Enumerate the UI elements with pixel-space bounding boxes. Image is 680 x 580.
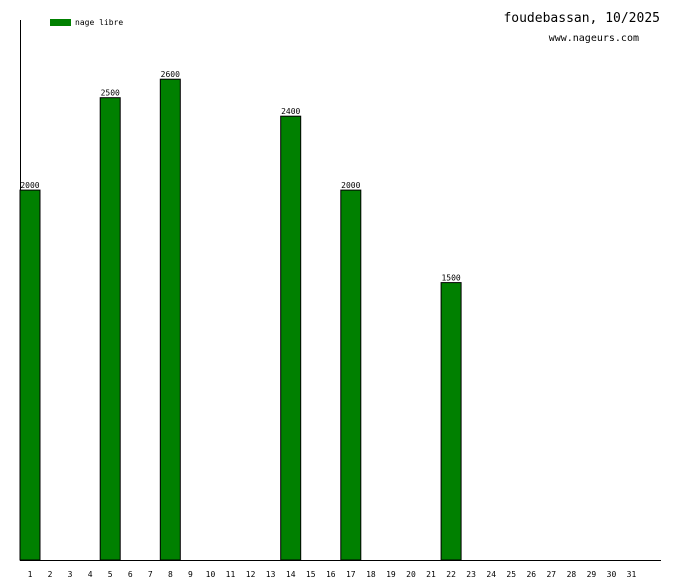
x-tick-label: 12 bbox=[246, 570, 256, 579]
x-tick-labels-group: 1 2 3 4 5 6 7 8 9 10 11 12 13 14 15 16 17 18 19 20 21 22 23 24 2… bbox=[28, 570, 637, 579]
x-tick-label: 31 bbox=[627, 570, 637, 579]
bar bbox=[340, 189, 362, 561]
bar-value-label: 2500 bbox=[101, 89, 120, 98]
x-tick-label: 24 bbox=[486, 570, 496, 579]
x-tick-label: 1 bbox=[28, 570, 33, 579]
bar-value-label: 2000 bbox=[341, 181, 360, 190]
x-tick-label: 25 bbox=[506, 570, 516, 579]
x-tick-label: 18 bbox=[366, 570, 376, 579]
chart-title: foudebassan, 10/2025 bbox=[503, 11, 660, 26]
legend-swatch bbox=[50, 19, 71, 26]
bar-value-label: 2400 bbox=[281, 107, 300, 116]
bar bbox=[440, 282, 462, 561]
x-tick-label: 5 bbox=[108, 570, 113, 579]
x-tick-label: 10 bbox=[206, 570, 216, 579]
bar bbox=[280, 115, 302, 561]
bar-labels-group: 2000 2500 2600 2400 2000 1500 bbox=[20, 70, 461, 282]
x-tick-label: 19 bbox=[386, 570, 396, 579]
x-tick-label: 21 bbox=[426, 570, 436, 579]
x-tick-label: 30 bbox=[607, 570, 617, 579]
x-tick-label: 7 bbox=[148, 570, 153, 579]
x-tick-label: 22 bbox=[446, 570, 456, 579]
x-tick-label: 16 bbox=[326, 570, 336, 579]
x-tick-label: 8 bbox=[168, 570, 173, 579]
chart-subtitle: www.nageurs.com bbox=[549, 33, 639, 44]
x-tick-label: 28 bbox=[567, 570, 577, 579]
x-tick-label: 27 bbox=[546, 570, 556, 579]
bars-group bbox=[19, 78, 462, 561]
legend-label: nage libre bbox=[75, 18, 123, 27]
bar bbox=[19, 189, 41, 561]
x-tick-label: 3 bbox=[68, 570, 73, 579]
bar bbox=[159, 78, 181, 561]
x-tick-label: 9 bbox=[188, 570, 193, 579]
x-tick-label: 14 bbox=[286, 570, 296, 579]
x-tick-label: 6 bbox=[128, 570, 133, 579]
bar-value-label: 2600 bbox=[161, 70, 180, 79]
x-tick-label: 11 bbox=[226, 570, 236, 579]
bar-value-label: 1500 bbox=[441, 274, 460, 283]
bar-value-label: 2000 bbox=[20, 181, 39, 190]
x-tick-label: 2 bbox=[48, 570, 53, 579]
x-tick-label: 13 bbox=[266, 570, 276, 579]
x-tick-label: 20 bbox=[406, 570, 416, 579]
x-tick-label: 29 bbox=[587, 570, 597, 579]
x-tick-label: 17 bbox=[346, 570, 356, 579]
x-tick-label: 15 bbox=[306, 570, 316, 579]
x-tick-label: 4 bbox=[88, 570, 93, 579]
x-tick-label: 23 bbox=[466, 570, 476, 579]
bar bbox=[99, 97, 121, 561]
x-tick-label: 26 bbox=[526, 570, 536, 579]
